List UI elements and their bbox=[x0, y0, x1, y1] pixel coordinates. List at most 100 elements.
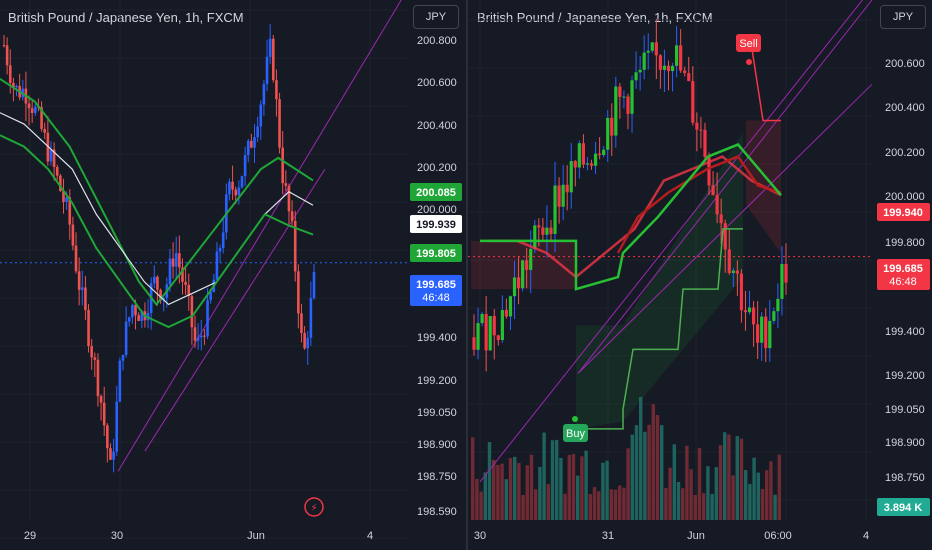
moving-average-red bbox=[616, 155, 782, 254]
candle-body bbox=[488, 316, 492, 351]
volume-bar bbox=[576, 475, 580, 520]
candle-body bbox=[541, 227, 545, 235]
candle-body bbox=[561, 184, 565, 207]
volume-bar bbox=[475, 478, 479, 520]
volume-bar bbox=[580, 456, 584, 520]
x-tick-label: 29 bbox=[24, 530, 36, 542]
candle-body bbox=[287, 185, 291, 212]
candle-body bbox=[112, 451, 115, 460]
volume-bar bbox=[592, 487, 597, 520]
price-label-countdown: 46:48 bbox=[889, 276, 917, 288]
candle-body bbox=[549, 227, 553, 234]
right-price-chart[interactable]: Sell Buy 200.600 200.400 200.200 200.000 199.8… bbox=[468, 0, 932, 550]
candle-body bbox=[496, 335, 500, 341]
candle-body bbox=[218, 248, 222, 252]
candle-body bbox=[691, 81, 695, 123]
candle-body bbox=[237, 187, 241, 196]
volume-bar bbox=[513, 456, 517, 520]
volume-bar bbox=[714, 467, 718, 520]
candle-body bbox=[606, 117, 610, 150]
candle-body bbox=[553, 185, 557, 234]
x-tick-label: Jun bbox=[687, 530, 705, 542]
x-tick-label: 30 bbox=[111, 530, 123, 542]
x-tick-label: 06:00 bbox=[764, 530, 792, 542]
candle-body bbox=[65, 197, 68, 202]
volume-bar bbox=[739, 438, 744, 520]
upper-band bbox=[0, 78, 314, 307]
y-tick-label: 199.800 bbox=[885, 237, 925, 249]
candle-body bbox=[662, 65, 667, 70]
price-label-countdown: 46:48 bbox=[422, 292, 450, 304]
candle-body bbox=[476, 323, 480, 350]
price-label-box bbox=[877, 259, 930, 290]
candle-body bbox=[727, 249, 731, 274]
candle-body bbox=[508, 296, 513, 317]
candle-body bbox=[99, 396, 103, 403]
volume-bar bbox=[471, 437, 475, 520]
candle-body bbox=[127, 317, 131, 322]
candle-body bbox=[687, 73, 691, 82]
y-tick-label: 200.200 bbox=[417, 162, 457, 174]
candle-body bbox=[2, 45, 6, 47]
price-label: 199.940 bbox=[883, 207, 923, 219]
volume-bar bbox=[563, 493, 567, 520]
candle-body bbox=[703, 129, 707, 157]
volume-bar bbox=[521, 494, 525, 520]
candle-body bbox=[642, 52, 646, 70]
volume-bar bbox=[605, 460, 609, 520]
candle-body bbox=[250, 140, 253, 148]
y-tick-label: 198.590 bbox=[417, 506, 457, 518]
volume-bar bbox=[567, 454, 571, 520]
candle-body bbox=[271, 38, 275, 81]
candle-body bbox=[121, 354, 125, 361]
candle-body bbox=[281, 147, 284, 184]
candle-body bbox=[776, 298, 780, 312]
right-currency-button[interactable]: JPY bbox=[880, 5, 926, 29]
candle-body bbox=[90, 346, 93, 358]
candle-body bbox=[715, 195, 719, 215]
candle-body bbox=[303, 332, 306, 349]
candle-body bbox=[630, 80, 634, 114]
x-tick-label: 4 bbox=[863, 530, 869, 542]
candle-body bbox=[747, 307, 752, 313]
candle-body bbox=[93, 357, 97, 360]
candle-body bbox=[504, 310, 509, 317]
price-label-box bbox=[410, 215, 462, 233]
price-label-box bbox=[410, 183, 462, 201]
x-tick-label: 31 bbox=[602, 530, 614, 542]
volume-bar bbox=[529, 454, 534, 520]
volume-bar bbox=[676, 481, 681, 520]
left-price-chart[interactable]: ⚡ 200.800 200.600 200.400 200.200 200.000 199.… bbox=[0, 0, 466, 550]
candle-body bbox=[196, 337, 200, 341]
candle-body bbox=[62, 190, 65, 202]
candle-body bbox=[5, 45, 9, 66]
candle-body bbox=[634, 72, 638, 81]
left-currency-button[interactable]: JPY bbox=[413, 5, 459, 29]
trailing-stop-line bbox=[576, 228, 743, 430]
candle-body bbox=[80, 287, 84, 290]
price-label-box bbox=[410, 275, 462, 306]
candle-body bbox=[760, 316, 764, 343]
candle-body bbox=[203, 335, 206, 337]
candle-body bbox=[598, 153, 602, 155]
candle-body bbox=[181, 267, 184, 282]
volume-bar bbox=[555, 439, 559, 520]
candle-body bbox=[77, 271, 81, 290]
price-label: 199.805 bbox=[416, 248, 456, 260]
volume-bar bbox=[710, 493, 714, 520]
candle-body bbox=[59, 175, 62, 191]
sell-signal-label: Sell bbox=[739, 38, 757, 50]
replay-icon bbox=[304, 497, 324, 517]
volume-bar bbox=[542, 432, 546, 520]
y-tick-label: 200.600 bbox=[885, 58, 925, 70]
y-tick-label: 198.750 bbox=[417, 471, 457, 483]
price-label: 199.939 bbox=[416, 219, 456, 231]
panel-divider bbox=[466, 0, 468, 550]
trend-line-green bbox=[480, 143, 782, 291]
candle-body bbox=[622, 96, 626, 98]
price-label: 199.685 bbox=[416, 279, 456, 291]
candle-body bbox=[569, 161, 573, 193]
volume-bar bbox=[571, 454, 576, 520]
volume-bar bbox=[630, 434, 634, 520]
